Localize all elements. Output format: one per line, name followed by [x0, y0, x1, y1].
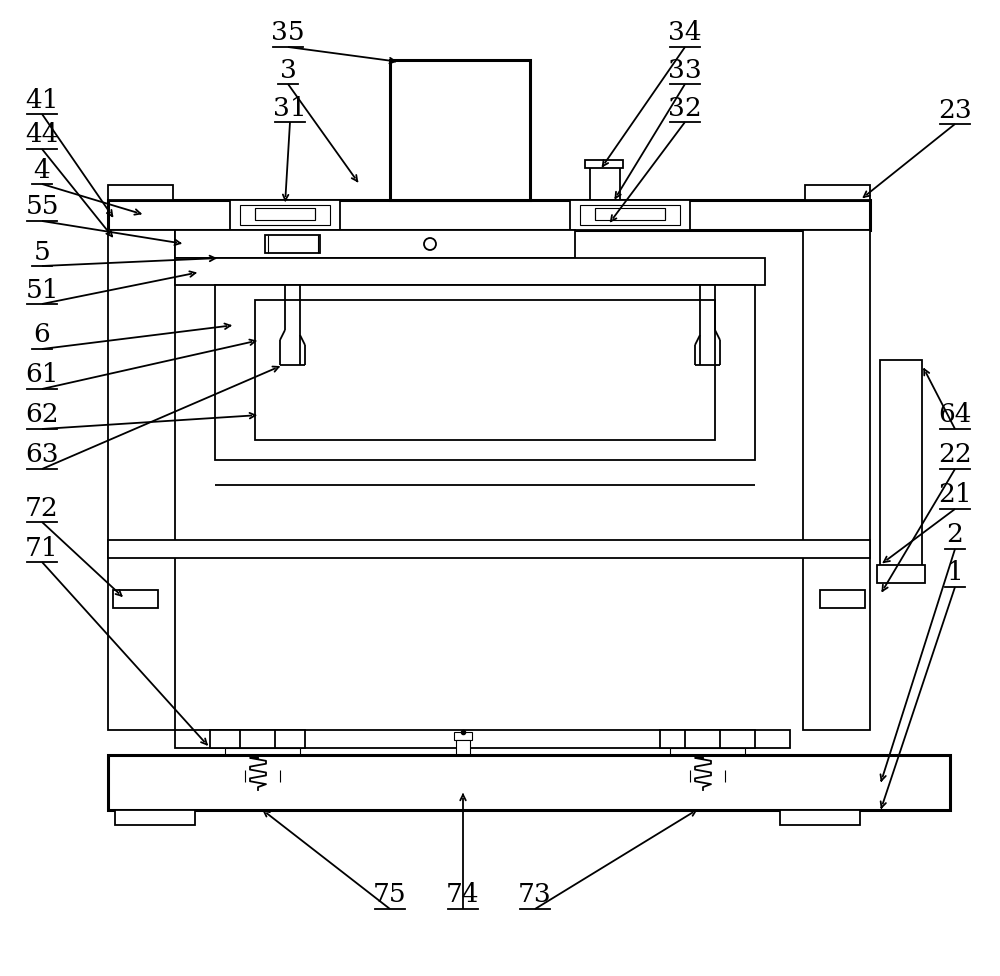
Bar: [175, 258, 765, 285]
Text: 23: 23: [938, 98, 972, 123]
Text: 2: 2: [947, 522, 963, 548]
Bar: [255, 208, 315, 220]
Bar: [230, 200, 340, 230]
Text: 73: 73: [518, 882, 552, 908]
Text: 6: 6: [34, 322, 50, 347]
Text: 64: 64: [938, 402, 972, 427]
Bar: [585, 160, 623, 168]
Bar: [454, 732, 472, 740]
Text: 31: 31: [273, 96, 307, 120]
Bar: [570, 200, 690, 230]
Text: 62: 62: [25, 402, 59, 427]
Bar: [265, 235, 320, 253]
Text: 3: 3: [280, 58, 296, 83]
Bar: [805, 185, 870, 200]
Text: 5: 5: [34, 239, 50, 264]
Bar: [113, 590, 158, 608]
Bar: [675, 782, 740, 790]
Bar: [108, 540, 870, 558]
Bar: [108, 185, 173, 200]
Bar: [215, 285, 755, 460]
Text: 71: 71: [25, 536, 59, 560]
Bar: [670, 748, 745, 756]
Bar: [390, 60, 530, 200]
Bar: [175, 230, 575, 258]
Bar: [115, 810, 195, 825]
Bar: [660, 730, 755, 748]
Text: 35: 35: [271, 20, 305, 46]
Text: 34: 34: [668, 20, 702, 46]
Bar: [680, 756, 735, 763]
Text: 55: 55: [25, 194, 59, 220]
Bar: [590, 165, 620, 200]
Text: 51: 51: [25, 277, 59, 303]
Text: 63: 63: [25, 442, 59, 468]
Text: 22: 22: [938, 442, 972, 468]
Text: 61: 61: [25, 362, 59, 387]
Text: 75: 75: [373, 882, 407, 908]
Text: 41: 41: [25, 88, 59, 112]
Bar: [688, 763, 727, 771]
Bar: [456, 740, 470, 758]
Bar: [175, 730, 790, 748]
Text: 4: 4: [34, 157, 50, 183]
Text: 32: 32: [668, 96, 702, 120]
Text: 1: 1: [947, 560, 963, 586]
Bar: [243, 763, 282, 771]
Bar: [230, 782, 295, 790]
Bar: [108, 230, 175, 730]
Bar: [780, 810, 860, 825]
Bar: [235, 756, 290, 763]
Text: 21: 21: [938, 482, 972, 508]
Bar: [580, 205, 680, 225]
Text: 74: 74: [446, 882, 480, 908]
Bar: [237, 770, 287, 782]
Text: 33: 33: [668, 58, 702, 83]
Text: 72: 72: [25, 496, 59, 520]
Bar: [210, 730, 305, 748]
Bar: [877, 565, 925, 583]
Bar: [803, 230, 870, 730]
Bar: [108, 755, 950, 810]
Text: 44: 44: [25, 123, 59, 147]
Bar: [225, 748, 300, 756]
Bar: [255, 300, 715, 440]
Bar: [682, 770, 732, 782]
Bar: [240, 205, 330, 225]
Bar: [595, 208, 665, 220]
Bar: [880, 360, 922, 570]
Bar: [108, 200, 870, 230]
Bar: [820, 590, 865, 608]
